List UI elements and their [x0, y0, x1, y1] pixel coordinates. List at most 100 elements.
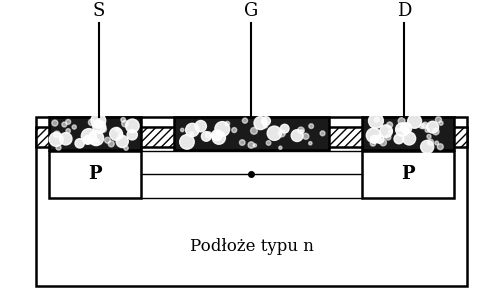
- Point: [397, 119, 405, 123]
- Point: [213, 133, 221, 138]
- Point: [178, 128, 186, 132]
- Point: [265, 141, 273, 145]
- Point: [410, 119, 418, 124]
- Point: [372, 118, 380, 123]
- Point: [370, 137, 378, 142]
- Point: [112, 132, 120, 136]
- Point: [116, 132, 124, 136]
- Bar: [174, 117, 329, 150]
- Point: [427, 140, 435, 145]
- Point: [302, 134, 310, 139]
- Point: [202, 134, 210, 139]
- Point: [197, 124, 205, 129]
- Point: [218, 126, 226, 131]
- Text: Podłoże typu n: Podłoże typu n: [190, 238, 313, 255]
- Point: [215, 135, 223, 140]
- Bar: [49, 151, 141, 198]
- Point: [257, 121, 265, 126]
- Point: [405, 136, 413, 141]
- Point: [369, 141, 377, 146]
- Point: [53, 132, 61, 137]
- Text: P: P: [401, 165, 414, 183]
- Point: [386, 123, 394, 127]
- Point: [251, 143, 259, 148]
- Point: [425, 134, 433, 139]
- Point: [238, 140, 246, 145]
- Point: [128, 123, 136, 128]
- Point: [318, 131, 326, 136]
- Point: [107, 141, 115, 146]
- Point: [128, 132, 136, 137]
- Point: [223, 121, 231, 126]
- Point: [183, 140, 191, 144]
- Bar: [362, 117, 454, 150]
- Text: P: P: [89, 165, 102, 183]
- Point: [99, 127, 107, 132]
- Point: [436, 144, 444, 149]
- Bar: [36, 127, 467, 147]
- Point: [394, 127, 402, 132]
- Point: [188, 132, 196, 136]
- Point: [121, 121, 129, 126]
- Point: [85, 134, 93, 138]
- Point: [417, 124, 426, 129]
- Point: [54, 145, 62, 150]
- Point: [262, 123, 270, 128]
- Point: [402, 126, 410, 131]
- Point: [104, 138, 112, 143]
- Point: [420, 124, 428, 129]
- Point: [298, 129, 306, 134]
- Point: [51, 120, 59, 125]
- Point: [370, 133, 378, 138]
- Text: D: D: [397, 2, 411, 20]
- Point: [379, 140, 387, 145]
- Point: [429, 125, 437, 129]
- Point: [437, 121, 445, 126]
- Point: [293, 133, 301, 138]
- Bar: [362, 117, 454, 150]
- Point: [384, 135, 392, 140]
- Point: [52, 137, 60, 142]
- Point: [230, 128, 238, 132]
- Text: S: S: [93, 2, 105, 20]
- Point: [94, 118, 102, 123]
- Point: [94, 120, 102, 125]
- Point: [423, 128, 431, 132]
- Point: [297, 128, 305, 133]
- Point: [62, 136, 70, 141]
- Point: [276, 145, 284, 150]
- Point: [83, 138, 92, 142]
- Point: [306, 141, 314, 146]
- Point: [435, 118, 443, 122]
- Point: [122, 146, 130, 150]
- Point: [64, 120, 72, 124]
- Point: [119, 118, 127, 122]
- Point: [423, 144, 431, 149]
- Point: [118, 139, 126, 144]
- Point: [432, 129, 440, 134]
- Point: [307, 124, 315, 129]
- Point: [382, 129, 390, 134]
- Point: [118, 133, 126, 138]
- Point: [395, 137, 403, 141]
- Point: [373, 117, 381, 122]
- Point: [113, 127, 121, 132]
- Bar: [36, 117, 467, 286]
- Point: [386, 129, 394, 134]
- Point: [75, 141, 83, 146]
- Point: [188, 128, 196, 132]
- Point: [92, 138, 100, 142]
- Point: [64, 129, 72, 133]
- Point: [88, 120, 96, 125]
- Point: [281, 126, 289, 131]
- Bar: [49, 117, 141, 150]
- Point: [278, 131, 286, 136]
- Point: [398, 127, 406, 132]
- Point: [376, 137, 384, 141]
- Point: [247, 143, 255, 147]
- Point: [421, 123, 429, 127]
- Bar: [49, 117, 141, 150]
- Point: [60, 122, 68, 127]
- Point: [270, 131, 278, 136]
- Point: [205, 132, 213, 137]
